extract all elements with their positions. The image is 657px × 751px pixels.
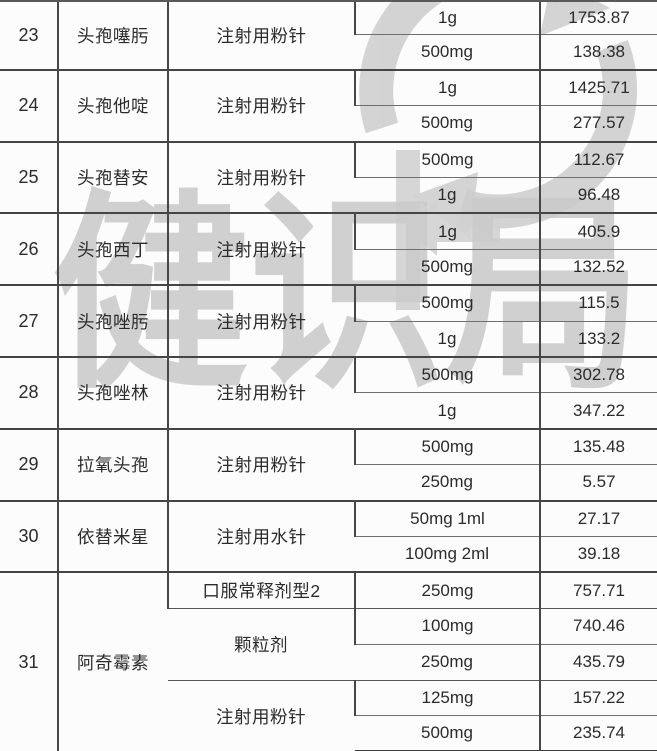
row-number: 30 — [0, 499, 58, 573]
price-cell: 115.5 — [539, 284, 657, 322]
drug-name: 头孢西丁 — [57, 212, 168, 286]
row-number: 25 — [0, 140, 58, 214]
drug-name: 头孢噻肟 — [57, 0, 168, 70]
dosage-form: 注射用粉针 — [167, 427, 355, 501]
table-row: 1g 133.2 — [0, 320, 657, 358]
dosage-form: 注射用粉针 — [168, 679, 355, 751]
dosage-form: 口服常释剂型2 — [167, 571, 355, 609]
price-cell: 96.48 — [539, 177, 657, 214]
dosage-form: 注射用水针 — [167, 499, 355, 573]
table-row: 500mg 235.74 — [0, 715, 657, 751]
row-number: 28 — [0, 356, 58, 429]
price-cell: 27.17 — [539, 499, 657, 537]
table-row: 27 头孢唑肟 注射用粉针 500mg 115.5 — [0, 284, 657, 358]
spec-cell: 500mg — [354, 284, 540, 322]
row-number: 26 — [0, 212, 58, 286]
price-cell: 1425.71 — [539, 68, 657, 106]
price-cell: 1753.87 — [539, 0, 657, 34]
table-row: 28 头孢唑林 注射用粉针 500mg 302.78 — [0, 356, 657, 429]
table-row: 100mg 2ml 39.18 — [0, 535, 657, 573]
spec-cell: 500mg — [355, 105, 540, 142]
drug-name: 头孢他啶 — [57, 68, 168, 142]
table-row: 250mg 435.79 — [0, 643, 657, 681]
drug-name: 依替米星 — [57, 499, 168, 573]
spec-cell: 500mg — [354, 427, 540, 465]
table-row: 29 拉氧头孢 注射用粉针 500mg 135.48 — [0, 427, 657, 501]
spec-cell: 1g — [355, 177, 540, 214]
spec-cell: 1g — [354, 212, 540, 250]
table-row: 25 头孢替安 注射用粉针 500mg 112.67 — [0, 140, 657, 214]
spec-cell: 1g — [354, 68, 540, 106]
spec-cell: 500mg — [354, 140, 540, 178]
price-cell: 277.57 — [539, 105, 657, 142]
spec-cell: 250mg — [355, 464, 540, 501]
spec-cell: 1g — [355, 320, 540, 358]
spec-cell: 1g — [355, 392, 540, 429]
price-cell: 757.71 — [539, 571, 657, 609]
table-row: 26 头孢西丁 注射用粉针 1g 405.9 — [0, 212, 657, 286]
dosage-form: 注射用粉针 — [167, 0, 355, 70]
price-cell: 138.38 — [539, 33, 657, 70]
table-row: 31 阿奇霉素 口服常释剂型2 250mg 757.71 — [0, 571, 657, 751]
price-cell: 39.18 — [539, 535, 657, 573]
drug-name: 拉氧头孢 — [57, 427, 168, 501]
table-row: 30 依替米星 注射用水针 50mg 1ml 27.17 — [0, 499, 657, 573]
price-cell: 235.74 — [539, 715, 657, 751]
price-cell: 405.9 — [539, 212, 657, 250]
price-cell: 347.22 — [539, 392, 657, 429]
table-row: 23 头孢噻肟 注射用粉针 1g 1753.87 — [0, 0, 657, 70]
spec-cell: 250mg — [354, 571, 540, 609]
spec-cell: 500mg — [355, 715, 540, 751]
table-row: 500mg 132.52 — [0, 248, 657, 286]
spec-cell: 50mg 1ml — [354, 499, 540, 537]
price-cell: 132.52 — [539, 248, 657, 286]
price-cell: 302.78 — [539, 356, 657, 393]
price-cell: 157.22 — [539, 679, 657, 716]
row-number: 24 — [0, 68, 58, 142]
table-row: 颗粒剂 100mg 740.46 — [0, 607, 657, 681]
row-number: 31 — [0, 571, 58, 751]
row-number: 27 — [0, 284, 58, 358]
drug-name: 头孢唑林 — [57, 356, 168, 429]
price-cell: 5.57 — [539, 464, 657, 501]
price-cell: 133.2 — [539, 320, 657, 358]
row-number: 29 — [0, 427, 58, 501]
dosage-form: 颗粒剂 — [168, 607, 355, 681]
spec-cell: 125mg — [354, 679, 540, 716]
row-number: 23 — [0, 0, 58, 70]
drug-name: 头孢唑肟 — [57, 284, 168, 358]
dosage-form: 注射用粉针 — [167, 356, 355, 429]
spec-cell: 1g — [354, 0, 540, 34]
spec-cell: 500mg — [354, 356, 540, 393]
table-row: 250mg 5.57 — [0, 464, 657, 501]
drug-name: 头孢替安 — [57, 140, 168, 214]
spec-cell: 500mg — [355, 248, 540, 286]
dosage-form: 注射用粉针 — [167, 68, 355, 142]
table-row: 24 头孢他啶 注射用粉针 1g 1425.71 — [0, 68, 657, 142]
spec-cell: 250mg — [355, 643, 540, 681]
price-cell: 435.79 — [539, 643, 657, 681]
spec-cell: 500mg — [355, 33, 540, 70]
spec-cell: 100mg 2ml — [355, 535, 540, 573]
spec-cell: 100mg — [354, 607, 540, 645]
table-row: 注射用粉针 125mg 157.22 — [0, 679, 657, 751]
price-cell: 740.46 — [539, 607, 657, 645]
drug-name: 阿奇霉素 — [57, 571, 168, 751]
dosage-form: 注射用粉针 — [167, 284, 355, 358]
dosage-form: 注射用粉针 — [167, 140, 355, 214]
dosage-form: 注射用粉针 — [167, 212, 355, 286]
price-cell: 135.48 — [539, 427, 657, 465]
price-cell: 112.67 — [539, 140, 657, 178]
table-row: 1g 347.22 — [0, 392, 657, 429]
